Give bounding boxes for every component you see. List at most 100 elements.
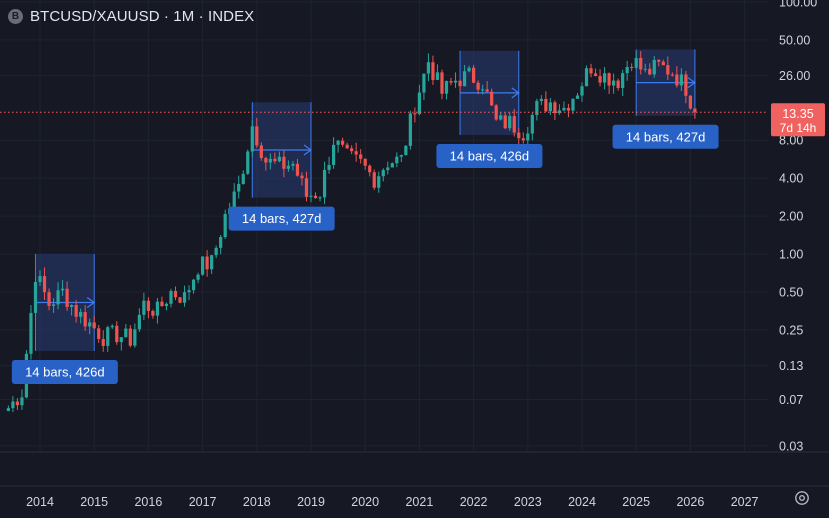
candle-body: [539, 98, 543, 102]
candle-body: [250, 126, 254, 152]
range-label-text: 14 bars, 426d: [25, 364, 105, 379]
range-label-text: 14 bars, 427d: [626, 129, 706, 144]
candle-body: [255, 126, 259, 146]
candle-body: [481, 89, 485, 91]
price-axis[interactable]: 100.00 50.00 26.00 8.00 4.00 2.00 1.00 0.50 0.25…: [779, 0, 817, 453]
settings-gear-icon[interactable]: [793, 489, 811, 507]
candle-body: [115, 325, 119, 343]
candle-body: [124, 328, 128, 338]
range-arrow-head: [511, 87, 520, 99]
y-tick-label: 100.00: [779, 0, 817, 10]
symbol-icon[interactable]: B: [8, 8, 23, 24]
candle-body: [341, 140, 345, 145]
candle-body: [273, 158, 277, 162]
candle-body: [661, 61, 665, 66]
candle-body: [535, 101, 539, 116]
candle-body: [476, 82, 480, 90]
candle-body: [444, 81, 449, 94]
candle-body: [562, 107, 566, 111]
candle-body: [575, 95, 580, 99]
candle-body: [490, 91, 494, 106]
candle-body: [440, 72, 444, 94]
candle-body: [548, 102, 552, 112]
candle-body: [530, 115, 534, 134]
y-tick-label: 0.25: [779, 323, 803, 337]
candlestick-series: [6, 50, 697, 413]
symbol-title[interactable]: BTCUSD/XAUUSD · 1M · INDEX: [30, 7, 255, 25]
candle-body: [377, 176, 381, 188]
candle-body: [607, 73, 611, 86]
last-price-value: 13.35: [782, 107, 813, 121]
candle-body: [508, 116, 512, 129]
x-tick-label: 2024: [568, 495, 596, 509]
candle-body: [580, 86, 584, 96]
candle-body: [589, 68, 593, 74]
candle-body: [670, 74, 674, 76]
candle-body: [630, 67, 634, 69]
candle-body: [422, 73, 426, 93]
candle-body: [345, 144, 349, 149]
y-tick-label: 26.00: [779, 69, 810, 83]
candle-body: [309, 195, 313, 197]
candle-body: [191, 279, 196, 291]
y-tick-label: 0.07: [779, 393, 803, 407]
last-price-countdown: 7d 14h: [780, 121, 817, 135]
candle-body: [386, 167, 390, 171]
candle-body: [413, 113, 417, 115]
x-tick-label: 2025: [622, 495, 650, 509]
last-price-box: [771, 103, 825, 137]
x-tick-label: 2027: [731, 495, 759, 509]
candle-body: [354, 151, 358, 155]
candle-body: [300, 175, 304, 179]
candle-body: [277, 156, 281, 162]
candle-body: [313, 195, 318, 199]
candle-body: [684, 74, 688, 96]
candle-body: [241, 173, 245, 184]
candle-body: [612, 80, 616, 86]
candle-body: [205, 256, 209, 270]
candle-body: [128, 328, 132, 346]
time-axis[interactable]: 2014 2015 2016 2017 2018 2019 2020 2021 2022 2023…: [26, 495, 758, 509]
candle-body: [133, 329, 137, 346]
x-tick-label: 2019: [297, 495, 325, 509]
candle-body: [431, 62, 435, 80]
candle-body: [146, 300, 151, 311]
candle-body: [584, 68, 589, 87]
candle-body: [210, 255, 214, 270]
candle-body: [101, 338, 105, 346]
candle-body: [652, 59, 656, 75]
candle-body: [363, 158, 367, 166]
candle-body: [517, 132, 521, 139]
candle-body: [404, 145, 408, 155]
candle-body: [593, 73, 598, 77]
range-arrow-head: [687, 77, 696, 89]
candle-body: [331, 144, 336, 165]
candle-body: [268, 158, 272, 163]
candle-body: [368, 165, 372, 173]
candle-body: [79, 312, 83, 317]
range-arrow-head: [86, 296, 96, 308]
candle-body: [639, 57, 643, 70]
candle-body: [119, 337, 123, 343]
candle-body: [485, 89, 489, 92]
range-label-box: [612, 124, 719, 149]
candle-body: [327, 164, 331, 170]
candle-body: [178, 297, 182, 303]
candle-body: [304, 178, 309, 197]
candle-body: [182, 292, 187, 303]
x-tick-label: 2018: [243, 495, 271, 509]
candle-body: [51, 304, 56, 306]
candle-body: [232, 191, 236, 209]
candle-body: [462, 71, 467, 87]
range-label-box: [11, 359, 118, 384]
candle-body: [160, 301, 164, 307]
range-label-text: 14 bars, 426d: [450, 148, 530, 163]
candle-body: [571, 98, 575, 111]
candle-body: [6, 408, 10, 411]
candle-body: [88, 322, 92, 327]
range-labels: 14 bars, 426d 14 bars, 427d 14 bars, 426d 1…: [11, 124, 719, 384]
candle-body: [33, 282, 38, 313]
